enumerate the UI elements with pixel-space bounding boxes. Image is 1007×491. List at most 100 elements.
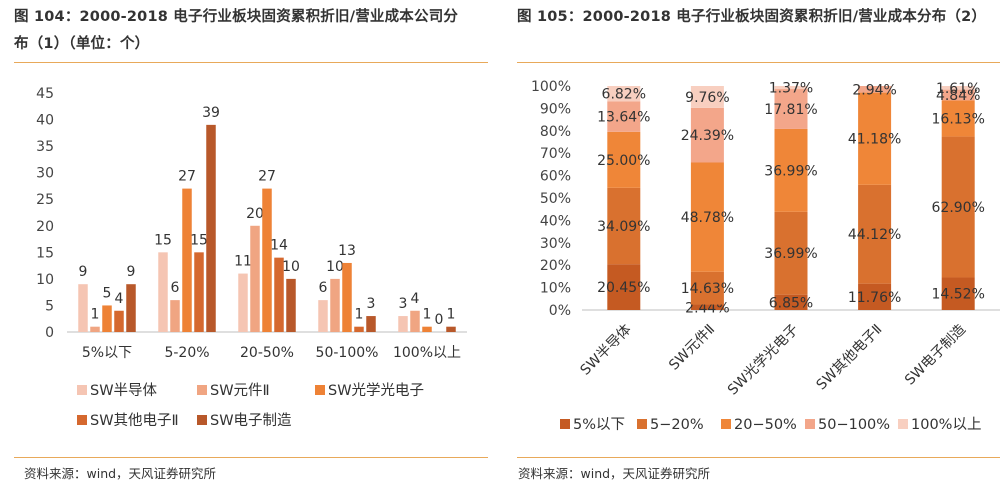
bar-segment bbox=[690, 271, 724, 305]
bar bbox=[262, 188, 272, 332]
data-label: 3 bbox=[399, 296, 408, 312]
bar bbox=[238, 273, 248, 332]
bar-segment bbox=[690, 304, 724, 310]
bar-segment bbox=[690, 86, 724, 108]
y-tick-label: 90% bbox=[540, 101, 571, 117]
legend-label: SW半导体 bbox=[90, 382, 158, 399]
data-label: 14 bbox=[270, 238, 288, 254]
source-note: 资料来源：wind，天风证券研究所 bbox=[24, 466, 217, 481]
data-label: 15 bbox=[190, 232, 208, 248]
bar-segment bbox=[941, 89, 975, 101]
bar bbox=[182, 188, 192, 332]
data-label: 6 bbox=[319, 280, 328, 296]
y-tick-label: 30% bbox=[540, 236, 571, 252]
bar bbox=[194, 252, 204, 332]
legend-swatch bbox=[805, 419, 815, 429]
stacked-bar-chart-share: 0% 10% 20% 30% 40% 50% 60% 70% 80% 90% 100% SW半导体 20… bbox=[531, 79, 1000, 433]
data-label: 6.82% bbox=[602, 87, 646, 103]
legend-label: SW其他电子Ⅱ bbox=[90, 412, 179, 429]
bar bbox=[342, 262, 352, 332]
y-tick-label: 70% bbox=[540, 146, 571, 162]
y-tick-label: 10% bbox=[540, 281, 571, 297]
legend-label: 5−20% bbox=[650, 417, 704, 433]
x-tick-label: SW电子制造 bbox=[902, 322, 969, 389]
legend-label: 50−100% bbox=[818, 417, 890, 433]
bar-segment bbox=[941, 100, 975, 137]
bar-segment bbox=[858, 86, 892, 93]
bar-segment bbox=[941, 86, 975, 90]
title-divider bbox=[517, 62, 1000, 63]
data-label: 4 bbox=[411, 291, 420, 307]
bar bbox=[446, 326, 456, 332]
data-label: 24.39% bbox=[681, 128, 734, 144]
bar bbox=[354, 326, 364, 332]
legend-swatch bbox=[77, 415, 87, 425]
data-label: 20.45% bbox=[597, 280, 650, 296]
bar-segment bbox=[607, 86, 641, 102]
data-label: 20 bbox=[246, 206, 264, 222]
data-label: 36.99% bbox=[764, 163, 817, 179]
data-label: 27 bbox=[258, 169, 276, 185]
bar-segment bbox=[607, 131, 641, 188]
data-label: 14.52% bbox=[932, 287, 985, 303]
y-tick-label: 40 bbox=[36, 113, 54, 129]
legend-label: SW元件Ⅱ bbox=[210, 382, 270, 399]
bar bbox=[274, 257, 284, 332]
chart-panel-distribution-count: 图 104：2000-2018 电子行业板块固资累积折旧/营业成本公司分 布（1… bbox=[0, 0, 490, 491]
data-label: 1 bbox=[91, 307, 100, 323]
legend-swatch bbox=[77, 385, 87, 395]
data-label: 6 bbox=[171, 280, 180, 296]
bar-segment bbox=[858, 283, 892, 310]
y-tick-label: 25 bbox=[36, 192, 54, 208]
y-tick-label: 50% bbox=[540, 191, 571, 207]
bar bbox=[170, 300, 180, 332]
legend-swatch bbox=[898, 419, 908, 429]
data-label: 1 bbox=[447, 307, 456, 323]
bar-segment bbox=[941, 277, 975, 310]
legend-swatch bbox=[560, 419, 570, 429]
data-label: 48.78% bbox=[681, 210, 734, 226]
x-tick-label: 100%以上 bbox=[393, 345, 461, 361]
x-tick-label: SW半导体 bbox=[578, 322, 635, 379]
data-label: 6.85% bbox=[769, 295, 813, 311]
data-label: 9 bbox=[127, 264, 136, 280]
bar bbox=[286, 278, 296, 332]
legend-label: SW光学光电子 bbox=[328, 382, 424, 399]
x-tick-label: 50-100% bbox=[316, 345, 379, 361]
data-label: 13 bbox=[338, 243, 356, 259]
data-label: 1 bbox=[355, 307, 364, 323]
data-label: 5 bbox=[103, 285, 112, 301]
legend-swatch bbox=[637, 419, 647, 429]
data-label: 11.76% bbox=[848, 290, 901, 306]
bar-segment bbox=[941, 136, 975, 278]
legend-swatch bbox=[315, 385, 325, 395]
bar bbox=[158, 252, 168, 332]
legend-swatch bbox=[197, 385, 207, 395]
data-label: 25.00% bbox=[597, 153, 650, 169]
bar bbox=[206, 124, 216, 332]
data-label: 10 bbox=[282, 259, 300, 275]
data-label: 2.94% bbox=[852, 82, 896, 98]
bar-segment bbox=[774, 89, 808, 129]
bar-segment bbox=[607, 264, 641, 310]
source-divider bbox=[517, 457, 1000, 458]
bar-segment bbox=[858, 92, 892, 185]
y-tick-label: 35 bbox=[36, 139, 54, 155]
y-tick-label: 15 bbox=[36, 245, 54, 261]
y-tick-label: 20 bbox=[36, 219, 54, 235]
bar bbox=[410, 310, 420, 332]
data-label: 34.09% bbox=[597, 219, 650, 235]
chart-title-line-2: 布（1）（单位：个） bbox=[14, 36, 150, 52]
data-label: 11 bbox=[234, 254, 252, 270]
data-label: 14.63% bbox=[681, 281, 734, 297]
data-label: 62.90% bbox=[932, 200, 985, 216]
bar bbox=[90, 326, 100, 332]
data-label: 9 bbox=[79, 264, 88, 280]
bar bbox=[126, 284, 136, 332]
bar bbox=[318, 300, 328, 332]
legend-label: 20−50% bbox=[734, 417, 797, 433]
bar bbox=[102, 305, 112, 332]
bar-segment bbox=[774, 211, 808, 295]
data-label: 3 bbox=[367, 296, 376, 312]
data-label: 4 bbox=[115, 291, 124, 307]
